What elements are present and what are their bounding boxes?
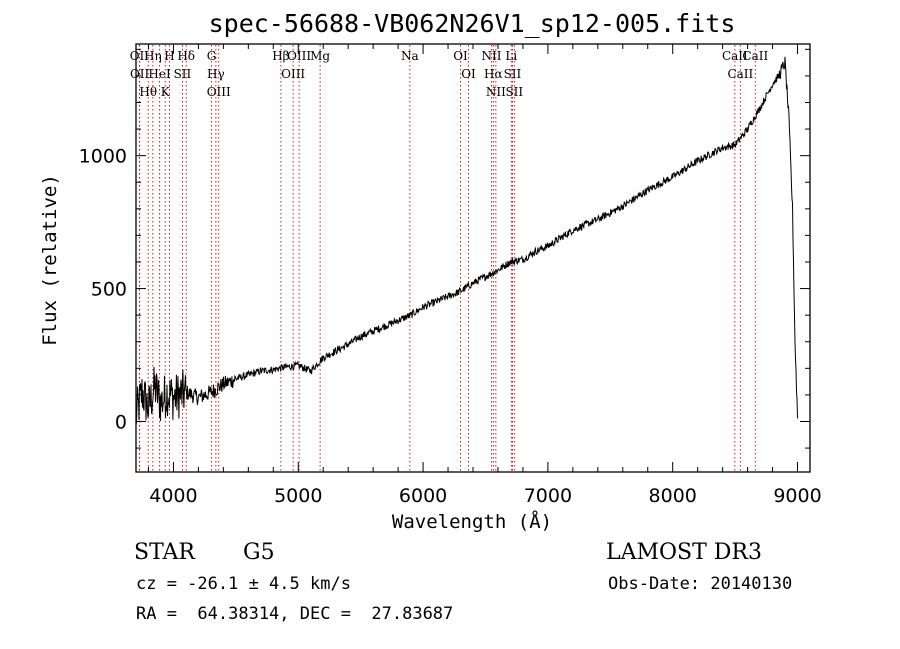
object-subclass: G5 bbox=[243, 540, 275, 565]
spectral-line-label: OIII bbox=[281, 67, 305, 81]
y-axis-ticks: 0 500 1000 bbox=[79, 48, 810, 449]
spectral-line-label: Hθ bbox=[139, 85, 157, 99]
spectral-line-label: K bbox=[161, 85, 171, 99]
y-tick-label: 500 bbox=[91, 279, 127, 301]
x-tick-label: 5000 bbox=[274, 485, 322, 507]
object-class: STAR bbox=[134, 540, 195, 565]
survey-name: LAMOST DR3 bbox=[606, 540, 762, 565]
spectral-line-label: Hη bbox=[144, 49, 162, 63]
spectrum-line bbox=[135, 56, 798, 424]
spectral-line-label: H bbox=[164, 49, 174, 63]
spectral-line-label: NII bbox=[481, 49, 501, 63]
observation-date: Obs-Date: 20140130 bbox=[608, 574, 793, 594]
spectral-line-label: CaII bbox=[722, 49, 748, 63]
spectral-line-label: OII bbox=[130, 49, 150, 63]
spectral-line-label: SII bbox=[504, 67, 522, 81]
spectral-line-label: CaII bbox=[742, 49, 768, 63]
x-tick-label: 7000 bbox=[524, 485, 572, 507]
x-tick-label: 6000 bbox=[399, 485, 447, 507]
spectral-line-label: Hγ bbox=[207, 67, 225, 81]
spectral-line-label: OI bbox=[461, 67, 476, 81]
spectral-line-label: OI bbox=[453, 49, 468, 63]
chart-title: spec-56688-VB062N26V1_sp12-005.fits bbox=[209, 9, 736, 38]
spectral-line-label: OIII bbox=[287, 49, 311, 63]
y-axis-label: Flux (relative) bbox=[39, 174, 61, 346]
x-tick-label: 8000 bbox=[649, 485, 697, 507]
spectral-line-label: CaII bbox=[727, 67, 753, 81]
spectral-line-label: Hα bbox=[484, 67, 503, 81]
spectral-line-markers bbox=[138, 45, 756, 471]
redshift-velocity: cz = -26.1 ± 4.5 km/s bbox=[136, 574, 351, 594]
spectral-line-label: Hδ bbox=[177, 49, 195, 63]
y-tick-label: 1000 bbox=[79, 146, 127, 168]
x-axis-label: Wavelength (Å) bbox=[392, 510, 552, 533]
spectral-line-label: OIII bbox=[207, 85, 231, 99]
spectral-line-label: NII bbox=[486, 85, 506, 99]
y-tick-label: 0 bbox=[115, 411, 127, 433]
spectrum-series bbox=[135, 56, 798, 424]
spectral-line-label: Mg bbox=[310, 49, 330, 63]
plot-frame bbox=[135, 43, 811, 473]
spectral-line-label: OII bbox=[130, 67, 150, 81]
spectral-line-label: Na bbox=[401, 49, 419, 63]
spectral-line-label: G bbox=[207, 49, 217, 63]
x-axis-ticks: 4000 5000 6000 7000 8000 9000 bbox=[147, 44, 822, 507]
spectral-line-label: Hβ bbox=[272, 49, 289, 63]
spectral-line-label: SII bbox=[174, 67, 192, 81]
spectral-line-label: HeI bbox=[148, 67, 171, 81]
x-tick-label: 4000 bbox=[149, 485, 197, 507]
coordinates: RA = 64.38314, DEC = 27.83687 bbox=[136, 604, 454, 624]
x-tick-label: 9000 bbox=[773, 485, 821, 507]
spectral-line-label: SII bbox=[505, 85, 523, 99]
spectral-line-label: Li bbox=[505, 49, 517, 63]
